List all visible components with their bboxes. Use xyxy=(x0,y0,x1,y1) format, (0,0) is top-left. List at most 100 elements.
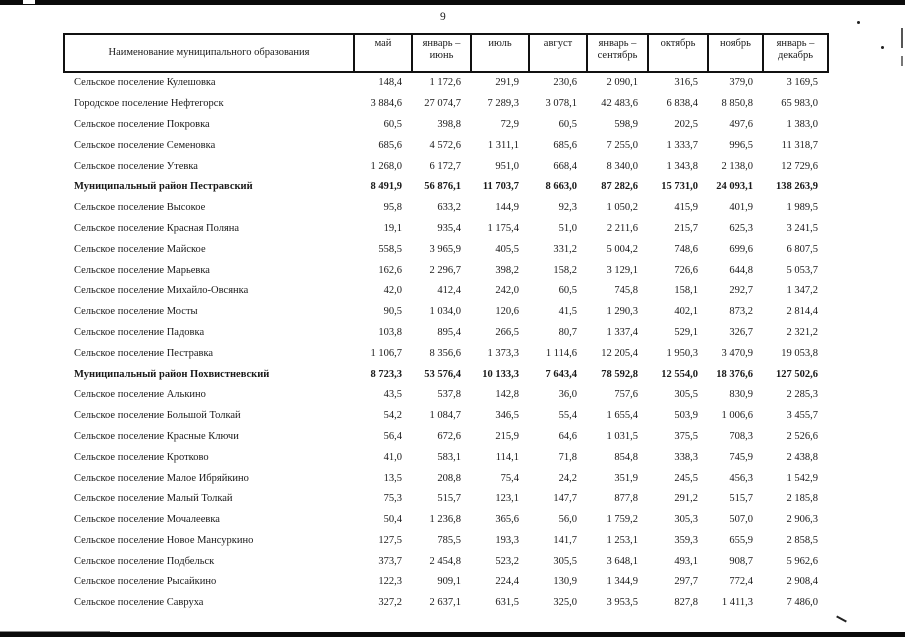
value-cell: 951,0 xyxy=(495,160,519,172)
value-cell: 655,9 xyxy=(729,534,753,546)
table-row: Сельское поселение Большой Толкай 54,2 1 0… xyxy=(64,406,828,427)
value-cell: 41,5 xyxy=(558,306,577,318)
value-cell: 2 211,6 xyxy=(606,222,638,234)
municipality-name: Муниципальный район Пестравский xyxy=(74,181,253,193)
value-cell: 41,0 xyxy=(383,451,402,463)
value-cell: 42,0 xyxy=(383,285,402,297)
value-cell: 373,7 xyxy=(378,555,402,567)
value-cell: 54,2 xyxy=(383,410,402,422)
value-cell: 2 296,7 xyxy=(429,264,462,276)
value-cell: 8 356,6 xyxy=(429,347,462,359)
value-cell: 75,4 xyxy=(500,472,519,484)
value-cell: 1 337,4 xyxy=(606,326,639,338)
municipality-name: Сельское поселение Майское xyxy=(74,243,206,255)
value-cell: 65 983,0 xyxy=(781,98,818,110)
value-cell: 208,8 xyxy=(437,472,461,484)
value-cell: 2 090,1 xyxy=(606,77,639,89)
value-cell: 351,9 xyxy=(614,472,638,484)
value-cell: 2 526,6 xyxy=(786,430,819,442)
value-cell: 456,3 xyxy=(729,472,753,484)
period-column-header: январь – июнь xyxy=(411,33,472,73)
value-cell: 537,8 xyxy=(437,389,461,401)
table-row: Сельское поселение Михайло-Овсянка 42,0 41… xyxy=(64,281,828,302)
table-row: Городское поселение Нефтегорск 3 884,6 27 … xyxy=(64,94,828,115)
value-cell: 19 053,8 xyxy=(781,347,818,359)
table-row: Сельское поселение Майское 558,5 3 965,9 40… xyxy=(64,239,828,260)
value-cell: 56,0 xyxy=(558,514,577,526)
value-cell: 266,5 xyxy=(495,326,519,338)
value-cell: 202,5 xyxy=(674,118,698,130)
table-row: Сельское поселение Мосты 90,5 1 034,0 120,6… xyxy=(64,302,828,323)
value-cell: 3 648,1 xyxy=(606,555,639,567)
value-cell: 103,8 xyxy=(378,326,402,338)
value-cell: 935,4 xyxy=(437,222,461,234)
value-cell: 398,8 xyxy=(437,118,461,130)
value-cell: 1 347,2 xyxy=(786,285,819,297)
value-cell: 120,6 xyxy=(495,306,519,318)
value-cell: 325,0 xyxy=(553,597,577,609)
value-cell: 772,4 xyxy=(729,576,753,588)
value-cell: 148,4 xyxy=(378,77,402,89)
municipality-name: Сельское поселение Савруха xyxy=(74,597,204,609)
value-cell: 748,6 xyxy=(674,243,698,255)
value-cell: 625,3 xyxy=(729,222,753,234)
table-row: Сельское поселение Падовка 103,8 895,4 266,… xyxy=(64,323,828,344)
value-cell: 685,6 xyxy=(378,139,402,151)
value-cell: 297,7 xyxy=(674,576,698,588)
value-cell: 138 263,9 xyxy=(776,181,818,193)
table-row: Муниципальный район Пестравский 8 491,9 56… xyxy=(64,177,828,198)
municipality-name: Сельское поселение Малое Ибряйкино xyxy=(74,472,249,484)
scan-artifact-top-bar xyxy=(0,0,905,5)
table-row: Сельское поселение Покровка 60,5 398,8 72,9… xyxy=(64,115,828,136)
value-cell: 745,8 xyxy=(614,285,638,297)
value-cell: 745,9 xyxy=(729,451,753,463)
value-cell: 877,8 xyxy=(614,493,638,505)
value-cell: 523,2 xyxy=(495,555,519,567)
value-cell: 1 542,9 xyxy=(786,472,819,484)
value-cell: 503,9 xyxy=(674,410,698,422)
municipality-name: Сельское поселение Красные Ключи xyxy=(74,430,239,442)
period-column-header: май xyxy=(353,33,413,73)
value-cell: 1 989,5 xyxy=(786,202,819,214)
value-cell: 7 255,0 xyxy=(606,139,639,151)
municipality-name: Сельское поселение Пестравка xyxy=(74,347,214,359)
value-cell: 996,5 xyxy=(729,139,753,151)
value-cell: 644,8 xyxy=(729,264,753,276)
value-cell: 24,2 xyxy=(558,472,577,484)
value-cell: 50,4 xyxy=(383,514,402,526)
value-cell: 224,4 xyxy=(495,576,519,588)
value-cell: 18 376,6 xyxy=(716,368,753,380)
value-cell: 346,5 xyxy=(495,410,519,422)
value-cell: 215,9 xyxy=(495,430,519,442)
value-cell: 2 908,4 xyxy=(786,576,819,588)
value-cell: 6 807,5 xyxy=(786,243,819,255)
value-cell: 633,2 xyxy=(437,202,461,214)
value-cell: 668,4 xyxy=(553,160,577,172)
value-cell: 305,3 xyxy=(674,514,698,526)
value-cell: 144,9 xyxy=(495,202,519,214)
value-cell: 141,7 xyxy=(553,534,577,546)
municipality-name: Сельское поселение Семеновка xyxy=(74,139,216,151)
value-cell: 401,9 xyxy=(729,202,753,214)
value-cell: 80,7 xyxy=(558,326,577,338)
value-cell: 95,8 xyxy=(383,202,402,214)
value-cell: 6 172,7 xyxy=(429,160,462,172)
value-cell: 142,8 xyxy=(495,389,519,401)
value-cell: 685,6 xyxy=(553,139,577,151)
value-cell: 1 006,6 xyxy=(721,410,754,422)
municipality-name: Сельское поселение Утевка xyxy=(74,160,198,172)
name-column-header: Наименование муниципального образования xyxy=(63,33,355,73)
value-cell: 51,0 xyxy=(558,222,577,234)
period-column-header: июль xyxy=(470,33,530,73)
value-cell: 583,1 xyxy=(437,451,461,463)
table-row: Сельское поселение Алькино 43,5 537,8 142,8… xyxy=(64,385,828,406)
value-cell: 2 321,2 xyxy=(786,326,819,338)
value-cell: 909,1 xyxy=(437,576,461,588)
value-cell: 11 703,7 xyxy=(482,181,519,193)
value-cell: 415,9 xyxy=(674,202,698,214)
table-row: Сельское поселение Подбельск 373,7 2 454,8… xyxy=(64,551,828,572)
value-cell: 1 411,3 xyxy=(721,597,753,609)
value-cell: 1 236,8 xyxy=(429,514,462,526)
municipality-name: Сельское поселение Малый Толкай xyxy=(74,493,233,505)
value-cell: 12 729,6 xyxy=(781,160,818,172)
